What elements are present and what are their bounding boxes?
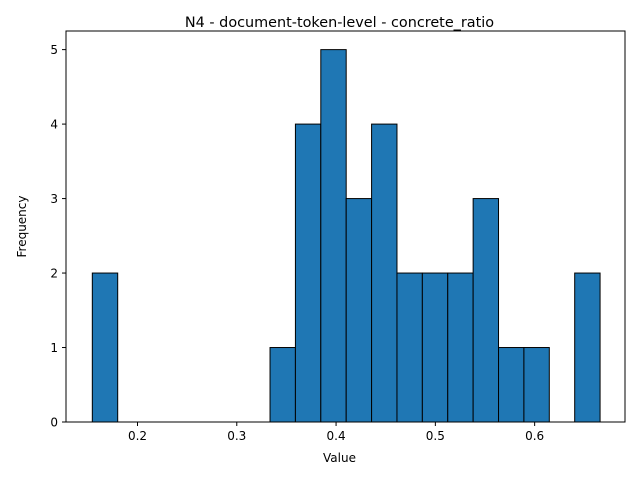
x-tick-label: 0.2: [128, 429, 147, 443]
y-tick-label: 2: [50, 267, 58, 281]
x-axis-ticks: 0.2 0.3 0.4 0.5 0.6: [128, 422, 544, 443]
y-tick-label: 4: [50, 118, 58, 132]
histogram-bar: [396, 272, 423, 423]
histogram-bar: [498, 347, 525, 423]
chart-title: N4 - document-token-level - concrete_rat…: [185, 15, 494, 31]
histogram-bar: [345, 198, 373, 423]
histogram-bar: [371, 123, 398, 423]
histogram-bar: [447, 272, 474, 423]
y-axis-label: Frequency: [15, 196, 29, 258]
x-tick-label: 0.5: [426, 429, 445, 443]
histogram-bar: [472, 198, 500, 423]
histogram-bar: [269, 347, 296, 423]
histogram-bar: [523, 347, 550, 423]
x-tick-label: 0.3: [227, 429, 246, 443]
x-tick-label: 0.6: [525, 429, 544, 443]
plot-frame: [65, 30, 626, 423]
histogram-bar: [294, 123, 322, 423]
histogram-bar: [320, 49, 347, 423]
histogram-bar: [421, 272, 449, 423]
y-tick-label: 0: [50, 416, 58, 430]
histogram-bar: [91, 272, 119, 423]
y-tick-label: 1: [50, 341, 58, 355]
x-tick-label: 0.4: [327, 429, 346, 443]
x-axis-label: Value: [323, 451, 356, 465]
histogram-bar: [574, 272, 601, 423]
y-tick-label: 5: [50, 43, 58, 57]
y-axis-ticks: 0 1 2 3 4 5: [50, 43, 66, 430]
bars-group: [91, 49, 601, 423]
y-tick-label: 3: [50, 192, 58, 206]
